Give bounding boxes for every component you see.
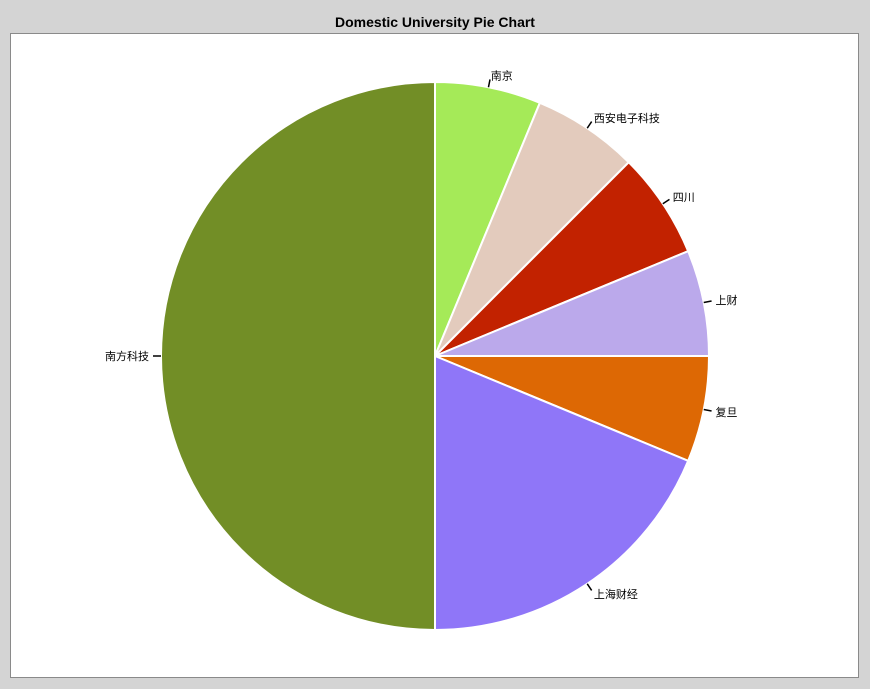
pie-slice	[160, 80, 436, 632]
chart-title: Domestic University Pie Chart	[335, 14, 535, 30]
label-leader-line	[703, 300, 712, 304]
label-leader-line	[662, 198, 670, 205]
slice-label: 西安电子科技	[594, 111, 660, 125]
slice-label: 南方科技	[105, 349, 149, 363]
slice-label: 复旦	[716, 405, 738, 419]
pie-slice	[434, 354, 690, 632]
label-leader-line	[487, 79, 491, 88]
slice-label: 四川	[673, 191, 695, 204]
slice-label: 上财	[716, 293, 738, 307]
label-leader-line	[703, 408, 712, 412]
label-leader-line	[586, 121, 593, 129]
label-leader-line	[586, 583, 593, 591]
slice-label: 上海财经	[594, 587, 638, 601]
slice-label: 南京	[491, 68, 513, 82]
